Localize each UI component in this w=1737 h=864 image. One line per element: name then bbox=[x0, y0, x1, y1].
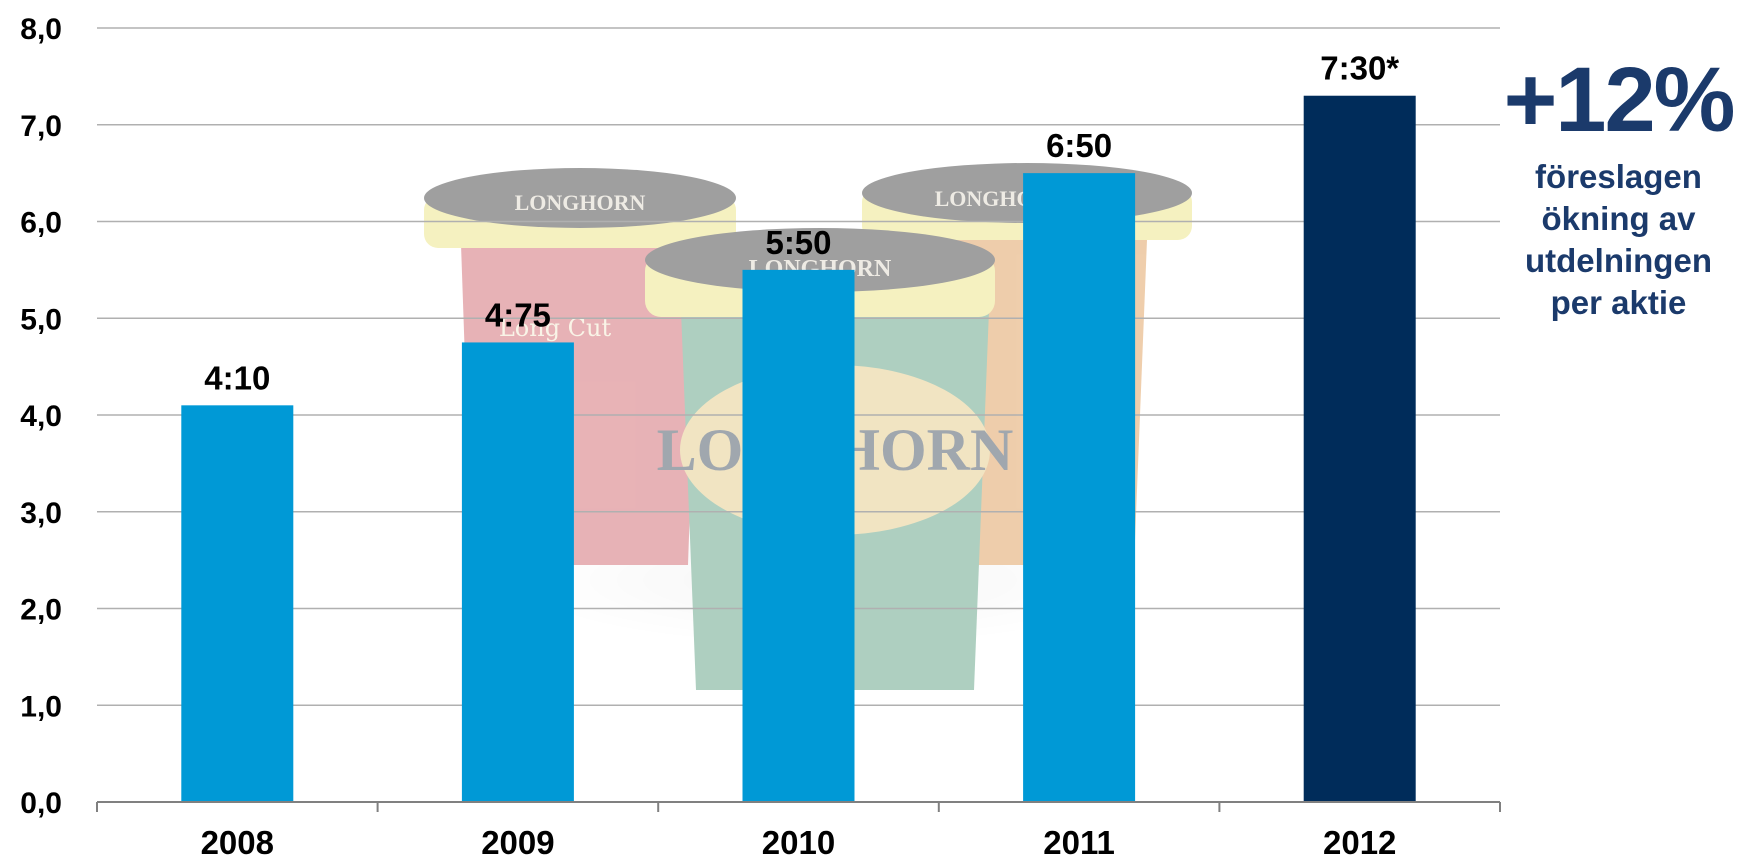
y-tick-label: 7,0 bbox=[20, 110, 62, 143]
bar-value-label: 7:30* bbox=[1320, 50, 1399, 87]
y-tick-label: 8,0 bbox=[20, 13, 62, 46]
x-category-label: 2008 bbox=[201, 824, 274, 861]
x-category-label: 2012 bbox=[1323, 824, 1396, 861]
x-category-label: 2009 bbox=[481, 824, 554, 861]
x-axis-category-labels: 2008 2009 2010 2011 2012 bbox=[201, 824, 1397, 861]
y-axis-tick-labels: 0,0 1,0 2,0 3,0 4,0 5,0 6,0 7,0 8,0 bbox=[20, 13, 62, 820]
bar-2012 bbox=[1303, 95, 1416, 803]
y-tick-label: 4,0 bbox=[20, 400, 62, 433]
svg-text:LONGHORN: LONGHORN bbox=[515, 190, 646, 215]
y-tick-label: 6,0 bbox=[20, 207, 62, 240]
bar-2011 bbox=[1023, 173, 1136, 802]
bar-value-label: 4:75 bbox=[485, 296, 551, 333]
snuff-can-left: LONGHORN Long Cut bbox=[424, 168, 736, 565]
x-category-label: 2010 bbox=[762, 824, 835, 861]
y-tick-label: 2,0 bbox=[20, 594, 62, 627]
bar-value-labels: 4:10 4:75 5:50 6:50 7:30* bbox=[204, 50, 1399, 397]
bar-2008 bbox=[181, 405, 294, 802]
x-axis bbox=[96, 801, 1501, 812]
bar-2009 bbox=[461, 342, 574, 802]
increase-percentage: +12% bbox=[1503, 49, 1736, 151]
y-tick-label: 3,0 bbox=[20, 497, 62, 530]
y-tick-label: 0,0 bbox=[20, 787, 62, 820]
bar-value-label: 4:10 bbox=[204, 359, 270, 396]
bar-value-label: 6:50 bbox=[1046, 127, 1112, 164]
bar-value-label: 5:50 bbox=[765, 224, 831, 261]
dividend-increase-callout: +12% föreslagen ökning av utdelningen pe… bbox=[1500, 52, 1737, 324]
y-tick-label: 1,0 bbox=[20, 690, 62, 723]
y-tick-label: 5,0 bbox=[20, 303, 62, 336]
bars bbox=[181, 95, 1416, 803]
increase-description: föreslagen ökning av utdelningen per akt… bbox=[1525, 158, 1712, 321]
x-category-label: 2011 bbox=[1043, 824, 1115, 861]
bar-2010 bbox=[742, 269, 855, 802]
